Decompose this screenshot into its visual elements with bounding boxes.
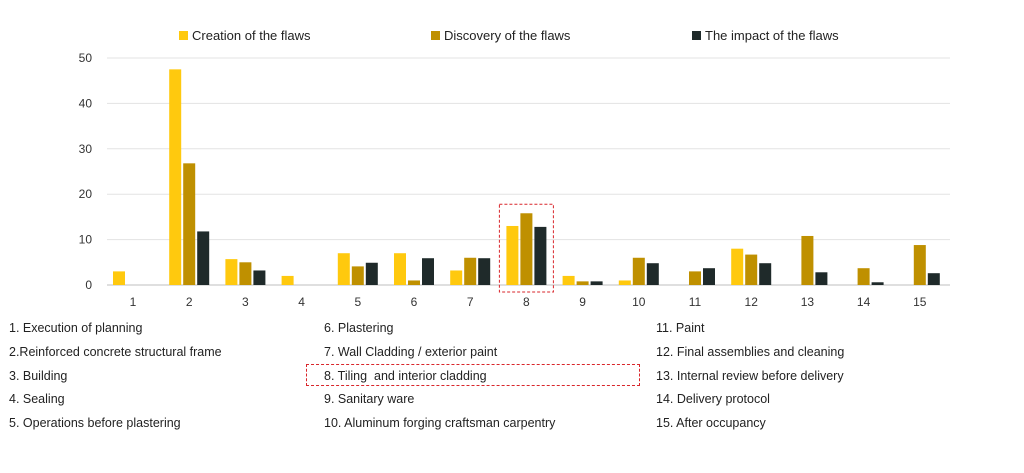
bar-discovery-6 (408, 280, 420, 285)
bar-impact-15 (927, 273, 940, 285)
key-item-9: 9. Sanitary ware (324, 392, 415, 406)
key-item-2: 2.Reinforced concrete structural frame (9, 345, 222, 359)
x-tick-label-7: 7 (467, 295, 474, 309)
x-tick-label-1: 1 (130, 295, 137, 309)
legend-label-discovery: Discovery of the flaws (444, 27, 571, 43)
key-item-14: 14. Delivery protocol (656, 392, 770, 406)
bar-discovery-11 (689, 271, 701, 285)
bar-discovery-13 (801, 235, 814, 285)
bar-discovery-12 (745, 254, 758, 285)
x-tick-label-15: 15 (913, 295, 927, 309)
x-tick-label-5: 5 (354, 295, 361, 309)
bar-impact-12 (759, 263, 772, 285)
bar-creation-12 (731, 248, 744, 285)
bar-impact-13 (815, 272, 828, 285)
bar-impact-10 (646, 263, 659, 285)
key-highlight-box (306, 364, 640, 386)
bar-impact-8 (534, 226, 547, 285)
key-item-3: 3. Building (9, 369, 68, 383)
y-tick-label: 50 (79, 51, 93, 65)
bar-creation-3 (225, 259, 238, 285)
key-item-7: 7. Wall Cladding / exterior paint (324, 345, 498, 359)
x-tick-label-4: 4 (298, 295, 305, 309)
bar-impact-9 (590, 281, 603, 285)
highlight-group (498, 203, 554, 293)
y-tick-label: 30 (79, 142, 93, 156)
bar-creation-4 (281, 275, 294, 285)
legend-item-creation: Creation of the flaws (179, 26, 311, 44)
bar-discovery-5 (351, 266, 364, 285)
x-tick-label-14: 14 (857, 295, 871, 309)
y-tick-label: 0 (85, 278, 92, 292)
bar-creation-8 (506, 225, 519, 285)
legend-item-impact: The impact of the flaws (692, 26, 839, 44)
bar-discovery-14 (857, 268, 870, 285)
key-item-15: 15. After occupancy (656, 416, 766, 430)
x-tick-label-10: 10 (632, 295, 646, 309)
x-axis-ticks: 1 2 3 4 5 6 7 8 9 10 11 12 13 14 15 (130, 295, 927, 309)
bar-impact-2 (197, 231, 210, 285)
bar-discovery-3 (239, 262, 252, 285)
key-item-6: 6. Plastering (324, 321, 394, 335)
x-tick-label-9: 9 (579, 295, 586, 309)
bar-discovery-8 (520, 213, 533, 285)
key-item-13: 13. Internal review before delivery (656, 369, 844, 383)
y-axis-ticks: 0 10 20 30 40 50 (79, 51, 93, 292)
legend-item-discovery: Discovery of the flaws (431, 26, 570, 44)
bar-creation-6 (394, 253, 406, 285)
bar-discovery-15 (913, 245, 926, 285)
x-tick-label-6: 6 (411, 295, 418, 309)
bar-discovery-2 (183, 163, 196, 285)
bars (113, 69, 940, 285)
bar-creation-5 (337, 253, 350, 285)
legend-swatch-impact (692, 30, 701, 40)
highlight-box-category-8 (498, 203, 554, 293)
bar-impact-5 (365, 262, 378, 285)
y-tick-label: 10 (79, 233, 93, 247)
x-tick-label-8: 8 (523, 295, 530, 309)
bar-discovery-9 (576, 281, 589, 285)
legend-swatch-creation (179, 30, 188, 40)
bar-creation-10 (618, 280, 631, 285)
x-tick-label-2: 2 (186, 295, 193, 309)
key-item-8: 8. Tiling and interior cladding (324, 369, 487, 383)
bar-creation-1 (113, 271, 125, 285)
bar-impact-14 (871, 282, 884, 285)
bar-creation-7 (450, 270, 463, 285)
key-item-11: 11. Paint (656, 321, 705, 335)
key-item-1: 1. Execution of planning (9, 321, 143, 335)
x-tick-label-3: 3 (242, 295, 249, 309)
x-tick-label-13: 13 (801, 295, 815, 309)
bar-discovery-10 (632, 257, 645, 285)
bar-impact-6 (422, 258, 434, 285)
y-tick-label: 20 (79, 187, 93, 201)
legend-label-creation: Creation of the flaws (192, 27, 311, 43)
x-tick-label-11: 11 (689, 295, 702, 309)
bar-impact-11 (703, 268, 715, 285)
key-item-10: 10. Aluminum forging craftsman carpentry (324, 416, 556, 430)
bar-discovery-7 (464, 257, 477, 285)
key-item-12: 12. Final assemblies and cleaning (656, 345, 845, 359)
legend-label-impact: The impact of the flaws (705, 27, 839, 43)
bar-creation-2 (169, 69, 182, 285)
x-tick-label-12: 12 (745, 295, 759, 309)
bar-creation-9 (562, 275, 575, 285)
key-item-4: 4. Sealing (9, 392, 65, 406)
legend-swatch-discovery (431, 30, 440, 40)
bar-impact-3 (253, 270, 266, 285)
y-tick-label: 40 (79, 96, 93, 110)
bar-impact-7 (478, 258, 491, 285)
key-item-5: 5. Operations before plastering (9, 416, 181, 430)
